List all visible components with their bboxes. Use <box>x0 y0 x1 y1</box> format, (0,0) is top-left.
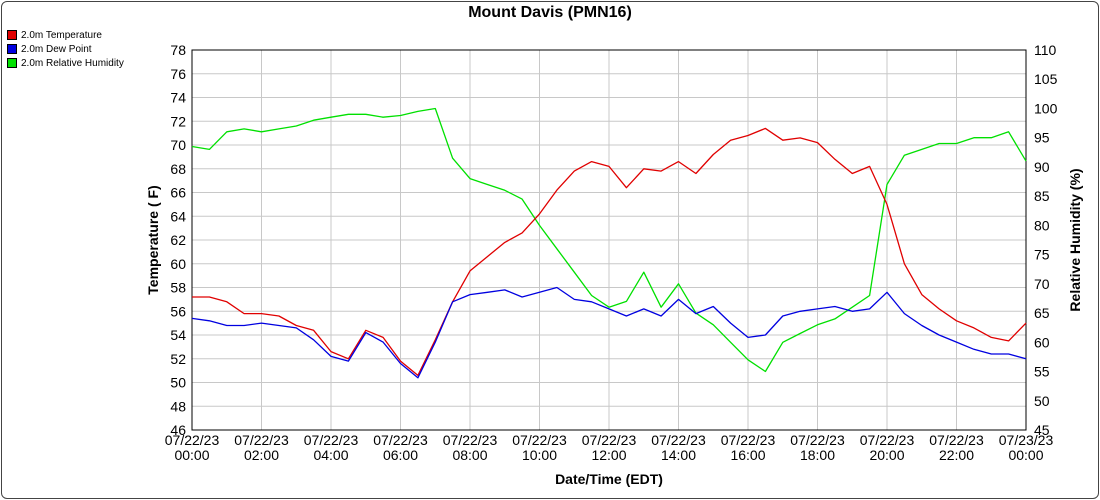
y-tick-label: 52 <box>170 351 186 367</box>
legend-item-dew-point: 2.0m Dew Point <box>7 42 124 56</box>
y2-tick-label: 85 <box>1034 188 1050 204</box>
legend: 2.0m Temperature 2.0m Dew Point 2.0m Rel… <box>7 28 124 70</box>
y2-tick-label: 90 <box>1034 159 1050 175</box>
y-tick-label: 78 <box>170 42 186 58</box>
y2-tick-label: 70 <box>1034 276 1050 292</box>
y2-tick-label: 95 <box>1034 130 1050 146</box>
legend-label-temperature: 2.0m Temperature <box>21 29 102 41</box>
legend-label-dew-point: 2.0m Dew Point <box>21 43 92 55</box>
y2-tick-label: 55 <box>1034 364 1050 380</box>
x-tick-label: 07/22/23 10:00 <box>512 432 567 463</box>
x-tick-label: 07/22/23 08:00 <box>443 432 498 463</box>
y-tick-label: 72 <box>170 113 186 129</box>
legend-swatch-dew-point <box>7 44 17 54</box>
y2-tick-label: 60 <box>1034 334 1050 350</box>
x-tick-label: 07/22/23 22:00 <box>929 432 984 463</box>
legend-label-relative-humidity: 2.0m Relative Humidity <box>21 57 124 69</box>
y2-tick-label: 45 <box>1034 422 1050 438</box>
x-tick-label: 07/22/23 12:00 <box>582 432 637 463</box>
series-lines <box>191 107 1027 379</box>
y-tick-label: 76 <box>170 66 186 82</box>
y-tick-label: 56 <box>170 303 186 319</box>
y2-tick-label: 105 <box>1034 71 1058 87</box>
x-tick-label: 07/22/23 14:00 <box>651 432 706 463</box>
grid <box>191 49 1027 431</box>
y-tick-label: 62 <box>170 232 186 248</box>
tick-labels: 46 48 50 52 54 56 58 60 62 64 66 68 70 72 74 76 78 45 50 55… <box>165 42 1058 463</box>
x-tick-label: 07/22/23 16:00 <box>721 432 776 463</box>
y-tick-label: 74 <box>170 90 186 106</box>
y-tick-label: 60 <box>170 256 186 272</box>
legend-item-temperature: 2.0m Temperature <box>7 28 124 42</box>
x-tick-label: 07/23/23 00:00 <box>999 432 1054 463</box>
x-tick-label: 07/22/23 18:00 <box>790 432 845 463</box>
y-tick-label: 68 <box>170 161 186 177</box>
y-tick-label: 66 <box>170 185 186 201</box>
y-tick-label: 64 <box>170 208 186 224</box>
y2-axis-title: Relative Humidity (%) <box>1067 168 1083 311</box>
y-tick-label: 48 <box>170 398 186 414</box>
legend-swatch-temperature <box>7 30 17 40</box>
y-tick-label: 50 <box>170 375 186 391</box>
y-tick-label: 46 <box>170 422 186 438</box>
plot-area <box>191 49 1027 431</box>
x-tick-label: 07/22/23 04:00 <box>304 432 359 463</box>
y2-tick-label: 100 <box>1034 100 1058 116</box>
y2-tick-label: 110 <box>1034 42 1057 58</box>
x-tick-label: 07/22/23 02:00 <box>234 432 289 463</box>
legend-item-relative-humidity: 2.0m Relative Humidity <box>7 56 124 70</box>
x-tick-label: 07/22/23 00:00 <box>165 432 220 463</box>
y2-tick-label: 80 <box>1034 217 1050 233</box>
series-line-2-0m-temperature <box>192 127 1027 377</box>
y-tick-label: 54 <box>170 327 186 343</box>
y-tick-label: 70 <box>170 137 186 153</box>
x-tick-label: 07/22/23 06:00 <box>373 432 428 463</box>
y2-tick-label: 75 <box>1034 247 1050 263</box>
series-line-2-0m-relative-humidity <box>191 107 1027 373</box>
legend-swatch-relative-humidity <box>7 58 17 68</box>
y-axis-title: Temperature ( F) <box>145 185 161 294</box>
x-tick-label: 07/22/23 20:00 <box>860 432 915 463</box>
y2-tick-label: 50 <box>1034 393 1050 409</box>
chart-title: Mount Davis (PMN16) <box>468 4 632 21</box>
y2-tick-label: 65 <box>1034 305 1050 321</box>
series-line-2-0m-dew-point <box>191 286 1027 379</box>
x-axis-title: Date/Time (EDT) <box>555 471 663 487</box>
y-tick-label: 58 <box>170 280 186 296</box>
